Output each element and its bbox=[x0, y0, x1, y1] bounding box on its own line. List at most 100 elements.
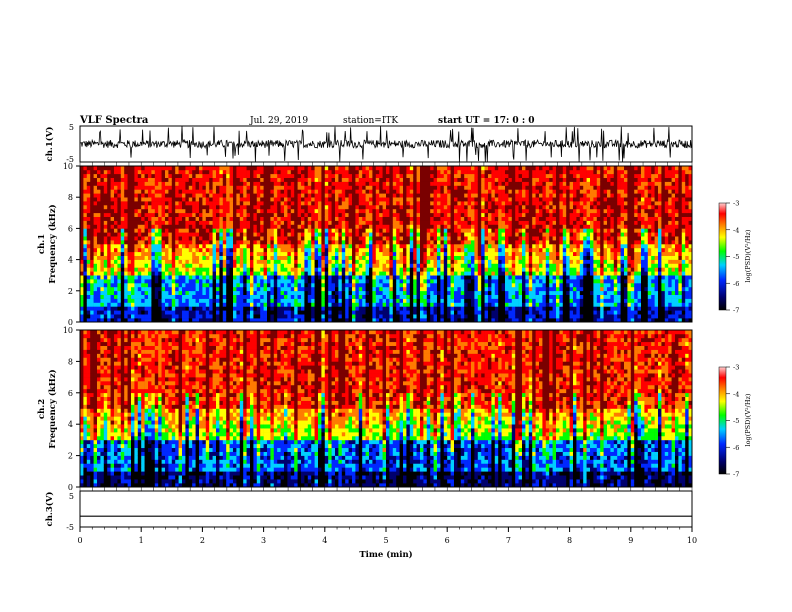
spectrogram-cell bbox=[212, 283, 217, 288]
spectrogram-cell bbox=[277, 251, 281, 256]
spectrogram-cell bbox=[100, 212, 105, 217]
spectrogram-cell bbox=[460, 224, 465, 229]
spectrogram-cell bbox=[484, 255, 489, 260]
spectrogram-cell bbox=[420, 224, 424, 229]
spectrogram-cell bbox=[352, 177, 356, 182]
spectrogram-cell bbox=[209, 310, 213, 315]
spectrogram-cell bbox=[182, 212, 186, 217]
spectrogram-cell bbox=[202, 275, 207, 280]
spectrogram-cell bbox=[219, 310, 224, 315]
spectrogram-cell bbox=[229, 314, 234, 319]
spectrogram-cell bbox=[212, 259, 217, 264]
spectrogram-cell bbox=[396, 263, 400, 268]
spectrogram-cell bbox=[433, 263, 438, 268]
spectrogram-cell bbox=[498, 294, 502, 299]
spectrogram-cell bbox=[294, 228, 298, 233]
spectrogram-cell bbox=[226, 251, 230, 256]
spectrogram-cell bbox=[168, 216, 173, 221]
spectrogram-cell bbox=[185, 212, 190, 217]
spectrogram-cell bbox=[195, 294, 200, 299]
spectrogram-cell bbox=[464, 314, 468, 319]
spectrogram-cell bbox=[192, 232, 196, 237]
spectrogram-cell bbox=[311, 224, 315, 229]
spectrogram-cell bbox=[134, 259, 139, 264]
spectrogram-cell bbox=[195, 259, 200, 264]
spectrogram-cell bbox=[137, 298, 142, 303]
spectrogram-cell bbox=[314, 271, 319, 276]
spectrogram-cell bbox=[379, 267, 383, 272]
spectrogram-cell bbox=[134, 247, 139, 253]
spectrogram-cell bbox=[188, 251, 193, 256]
spectrogram-cell bbox=[498, 302, 502, 307]
spectrogram-cell bbox=[114, 216, 118, 221]
spectrogram-cell bbox=[290, 166, 295, 171]
spectrogram-cell bbox=[324, 193, 329, 198]
spectrogram-cell bbox=[297, 251, 302, 256]
spectrogram-cell bbox=[212, 232, 217, 237]
spectrogram-cell bbox=[450, 267, 455, 272]
spectrogram-cell bbox=[386, 197, 390, 202]
spectrogram-cell bbox=[321, 275, 326, 280]
spectrogram-cell bbox=[199, 298, 203, 303]
spectrogram-cell bbox=[416, 294, 421, 299]
spectrogram-cell bbox=[297, 224, 302, 229]
spectrogram-cell bbox=[488, 232, 492, 237]
spectrogram-cell bbox=[437, 224, 441, 229]
spectrogram-cell bbox=[335, 255, 339, 260]
spectrogram-cell bbox=[460, 228, 465, 233]
spectrogram-cell bbox=[457, 189, 462, 194]
spectrogram-cell bbox=[297, 201, 302, 206]
spectrogram-cell bbox=[474, 259, 479, 264]
spectrogram-cell bbox=[107, 205, 111, 210]
spectrogram-cell bbox=[307, 286, 312, 292]
spectrogram-cell bbox=[471, 208, 475, 214]
spectrogram-cell bbox=[100, 193, 105, 198]
spectrogram-cell bbox=[168, 298, 173, 303]
spectrogram-cell bbox=[165, 279, 169, 284]
spectrogram-cell bbox=[229, 298, 234, 303]
spectrogram-cell bbox=[471, 306, 475, 311]
spectrogram-cell bbox=[372, 310, 377, 315]
spectrogram-cell bbox=[447, 201, 451, 206]
spectrogram-cell bbox=[396, 232, 400, 237]
spectrogram-cell bbox=[301, 193, 305, 198]
spectrogram-cell bbox=[205, 259, 210, 264]
spectrogram-cell bbox=[131, 251, 135, 256]
spectrogram-cell bbox=[464, 205, 468, 210]
spectrogram-cell bbox=[474, 306, 479, 311]
spectrogram-cell bbox=[443, 259, 448, 264]
spectrogram-cell bbox=[137, 212, 142, 217]
spectrogram-cell bbox=[250, 247, 254, 253]
spectrogram-cell bbox=[260, 166, 264, 171]
spectrogram-cell bbox=[335, 318, 339, 323]
spectrogram-cell bbox=[97, 173, 101, 178]
spectrogram-cell bbox=[175, 193, 179, 198]
spectrogram-cell bbox=[307, 255, 312, 260]
spectrogram-cell bbox=[250, 290, 254, 295]
spectrogram-cell bbox=[484, 298, 489, 303]
spectrogram-cell bbox=[124, 314, 128, 319]
spectrogram-cell bbox=[348, 216, 353, 221]
spectrogram-cell bbox=[294, 310, 298, 315]
spectrogram-cell bbox=[477, 263, 482, 268]
spectrogram-cell bbox=[369, 201, 373, 206]
spectrogram-cell bbox=[273, 271, 278, 276]
spectrogram-cell bbox=[114, 166, 118, 171]
spectrogram-cell bbox=[437, 189, 441, 194]
spectrogram-cell bbox=[97, 216, 101, 221]
spectrogram-cell bbox=[158, 224, 162, 229]
spectrogram-cell bbox=[256, 185, 261, 190]
spectrogram-cell bbox=[443, 306, 448, 311]
spectrogram-cell bbox=[124, 247, 128, 253]
spectrogram-cell bbox=[324, 247, 329, 253]
spectrogram-cell bbox=[236, 216, 241, 221]
spectrogram-cell bbox=[148, 212, 152, 217]
spectrogram-cell bbox=[277, 318, 281, 323]
spectrogram-cell bbox=[460, 216, 465, 221]
spectrogram-cell bbox=[416, 310, 421, 315]
spectrogram-cell bbox=[236, 298, 241, 303]
spectrogram-cell bbox=[443, 189, 448, 194]
spectrogram-cell bbox=[93, 205, 98, 210]
spectrogram-cell bbox=[158, 298, 162, 303]
spectrogram-cell bbox=[494, 298, 499, 303]
